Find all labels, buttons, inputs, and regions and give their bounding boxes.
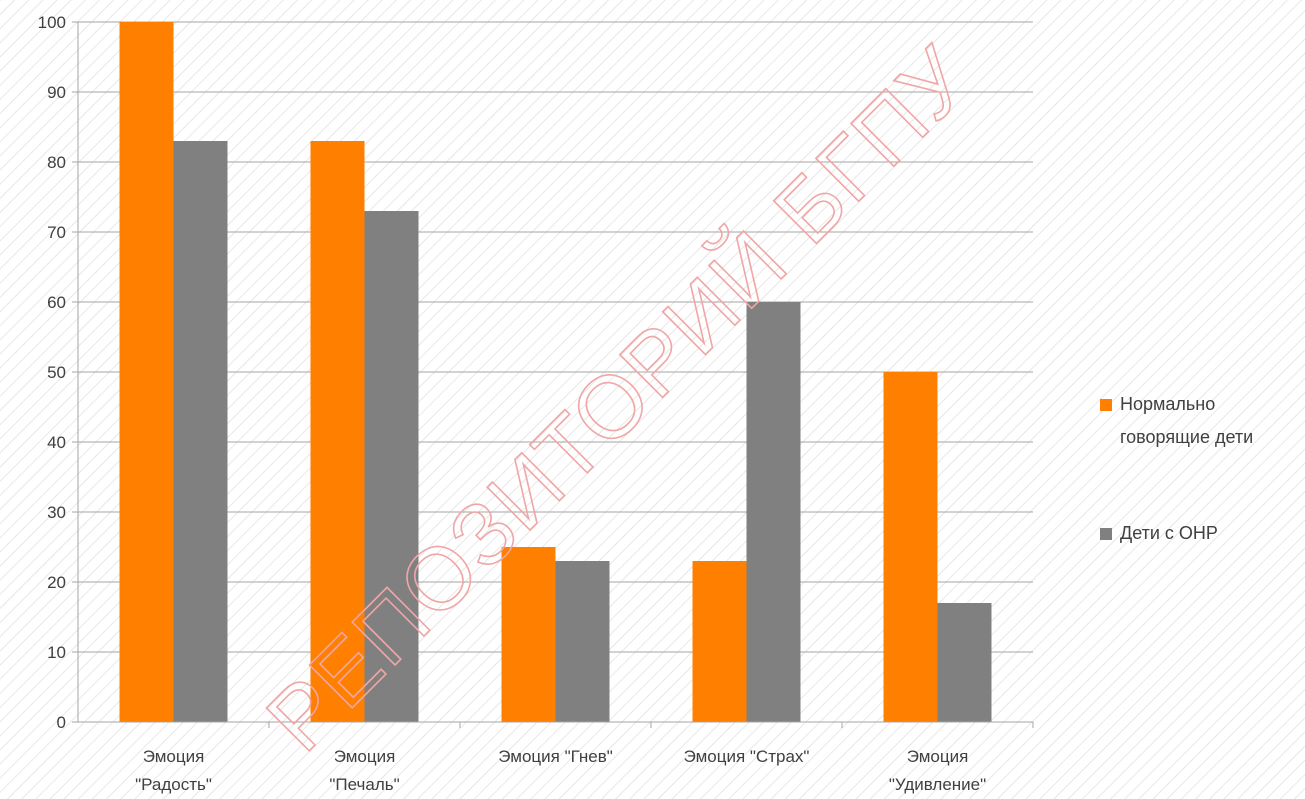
legend-swatch — [1100, 528, 1112, 540]
legend-label: Нормально говорящие дети — [1120, 394, 1253, 447]
bar-series-2 — [173, 141, 228, 722]
bar-series-1 — [692, 561, 747, 722]
x-category-label: Эмоция "Страх" — [684, 747, 810, 766]
y-tick-label: 40 — [47, 433, 66, 452]
x-category-label: Эмоция "Печаль" — [329, 747, 399, 794]
bar-series-1 — [119, 22, 174, 722]
y-tick-label: 10 — [47, 643, 66, 662]
bar-series-2 — [937, 603, 992, 722]
x-category-label: Эмоция "Удивление" — [889, 747, 986, 794]
bar-series-1 — [501, 547, 556, 722]
axes: 0 10 20 30 40 50 60 70 80 90 100 Эмоция "Радость" Эмо… — [38, 13, 1034, 794]
y-tick-label: 70 — [47, 223, 66, 242]
legend: Нормально говорящие дети Дети с ОНР — [1100, 394, 1253, 543]
bar-series-2 — [746, 302, 801, 722]
bar-series-2 — [364, 211, 419, 722]
legend-label: Дети с ОНР — [1120, 523, 1218, 543]
bar-series-2 — [555, 561, 610, 722]
y-tick-label: 60 — [47, 293, 66, 312]
y-tick-label: 20 — [47, 573, 66, 592]
x-category-label: Эмоция "Радость" — [135, 747, 212, 794]
bar-series-1 — [310, 141, 365, 722]
bars — [119, 22, 992, 722]
bar-series-1 — [883, 372, 938, 722]
legend-swatch — [1100, 399, 1112, 411]
y-tick-label: 100 — [38, 13, 66, 32]
y-tick-label: 90 — [47, 83, 66, 102]
y-tick-label: 30 — [47, 503, 66, 522]
x-category-label: Эмоция "Гнев" — [498, 747, 613, 766]
y-tick-label: 80 — [47, 153, 66, 172]
y-tick-label: 50 — [47, 363, 66, 382]
y-tick-label: 0 — [57, 713, 66, 732]
